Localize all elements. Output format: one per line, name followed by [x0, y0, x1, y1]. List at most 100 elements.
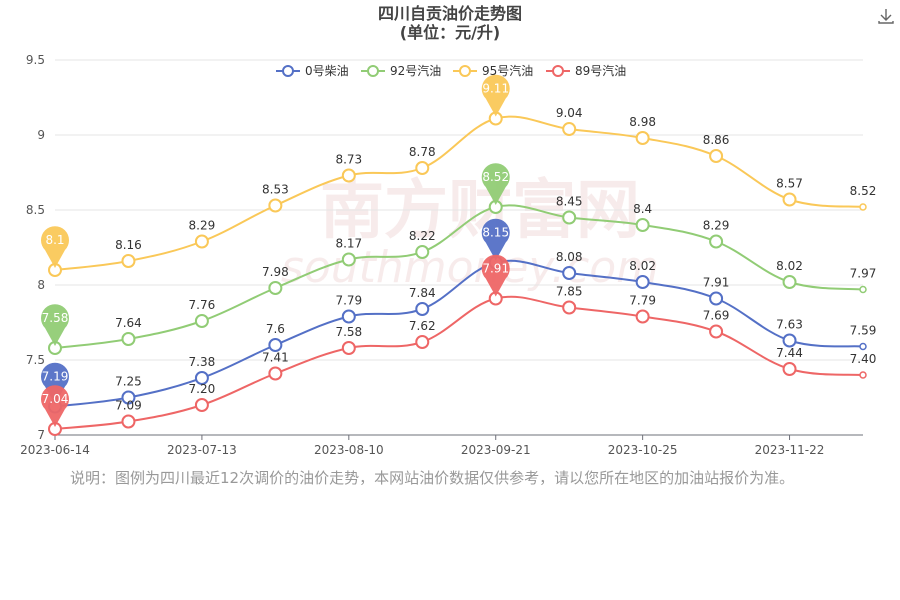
pin-label: 7.58 — [42, 311, 69, 325]
data-label: 8.17 — [335, 237, 362, 251]
data-label: 7.97 — [850, 267, 877, 281]
data-label: 7.20 — [189, 382, 216, 396]
extreme-markers: 7.19 8.15 7.58 8.52 8.1 9.11 7.04 7.91 — [41, 74, 510, 427]
data-point — [859, 285, 867, 294]
pin-label: 7.04 — [42, 392, 69, 406]
data-point — [268, 198, 283, 213]
y-tick-label: 7 — [37, 428, 45, 442]
data-point — [341, 252, 356, 267]
pin-label: 7.91 — [482, 262, 509, 276]
data-point — [635, 275, 650, 289]
data-point — [194, 234, 209, 249]
data-label: 8.4 — [633, 202, 652, 216]
data-label: 8.86 — [703, 133, 730, 147]
data-point — [415, 335, 430, 349]
data-label: 8.08 — [556, 250, 583, 264]
data-label: 8.45 — [556, 195, 583, 209]
data-label: 8.53 — [262, 183, 289, 197]
pin-shape — [41, 385, 69, 427]
legend-symbol — [282, 65, 294, 77]
data-point — [121, 332, 136, 346]
legend[interactable]: 0号柴油 92号汽油 95号汽油 89号汽油 — [276, 63, 626, 78]
pin-marker: 8.1 — [41, 226, 69, 268]
footnote: 说明：图例为四川最近12次调价的油价走势，本网站油价数据仅供参考，请以您所在地区… — [70, 469, 795, 487]
download-icon[interactable] — [876, 6, 896, 26]
series-line — [54, 295, 864, 430]
data-label: 7.63 — [776, 318, 803, 332]
data-point — [194, 371, 209, 385]
pin-label: 7.19 — [42, 370, 69, 384]
chart-title: 四川自贡油价走势图 (单位：元/升) — [0, 4, 900, 42]
data-label: 7.91 — [703, 276, 730, 290]
data-point — [194, 398, 209, 412]
data-label: 8.22 — [409, 229, 436, 243]
data-point — [341, 309, 356, 324]
data-point — [709, 324, 724, 339]
legend-label: 89号汽油 — [575, 63, 626, 78]
data-point — [562, 266, 577, 280]
data-label: 7.09 — [115, 399, 142, 413]
pin-label: 8.15 — [482, 226, 509, 240]
series-3: 7.09 7.20 7.41 7.58 7.62 7.85 7.79 7.69 7.44 7.40 — [48, 285, 877, 436]
data-point — [709, 234, 724, 249]
data-label: 7.98 — [262, 265, 289, 279]
data-point — [859, 203, 867, 211]
data-point — [562, 122, 577, 136]
watermark-text: 南方财富网 — [320, 174, 640, 248]
data-label: 7.40 — [850, 352, 877, 366]
series-2: 8.16 8.29 8.53 8.73 8.78 9.04 8.98 8.86 8.57 8.52 — [48, 106, 877, 277]
series-0: 7.25 7.38 7.6 7.79 7.84 8.08 8.02 7.91 7.63 7.59 — [48, 250, 876, 414]
pin-marker: 9.11 — [481, 74, 510, 117]
data-label: 8.78 — [409, 145, 436, 159]
legend-item-3[interactable]: 89号汽油 — [546, 63, 626, 78]
data-label: 7.85 — [556, 285, 583, 299]
pin-label: 8.1 — [45, 233, 64, 247]
data-point — [562, 210, 577, 225]
data-point — [268, 281, 283, 295]
data-label: 7.79 — [335, 294, 362, 308]
data-label: 7.25 — [115, 375, 142, 389]
x-tick-label: 2023-06-14 — [20, 443, 90, 457]
pin-marker: 7.91 — [481, 254, 510, 297]
data-point — [341, 168, 356, 183]
data-point — [859, 342, 867, 351]
data-label: 7.64 — [115, 316, 142, 330]
legend-label: 0号柴油 — [305, 64, 349, 78]
y-tick-label: 7.5 — [26, 353, 45, 367]
data-point — [635, 131, 650, 145]
x-tick-label: 2023-08-10 — [314, 443, 384, 457]
y-tick-label: 9.5 — [26, 53, 45, 67]
chart-title-main: 四川自贡油价走势图 — [377, 4, 522, 23]
data-label: 7.58 — [335, 325, 362, 339]
data-label: 7.84 — [409, 286, 436, 300]
data-label: 7.79 — [629, 294, 656, 308]
data-label: 8.02 — [776, 259, 803, 273]
data-label: 9.04 — [556, 106, 583, 120]
pin-shape — [481, 218, 510, 261]
data-point — [782, 333, 797, 348]
data-label: 8.16 — [115, 238, 142, 252]
y-tick-label: 9 — [37, 128, 45, 142]
data-label: 8.02 — [629, 259, 656, 273]
legend-item-1[interactable]: 92号汽油 — [361, 63, 441, 78]
x-tick-label: 2023-10-25 — [608, 443, 678, 457]
data-point — [415, 245, 430, 259]
data-label: 7.62 — [409, 319, 436, 333]
data-label: 7.41 — [262, 351, 289, 365]
download-icon-glyph — [878, 9, 894, 24]
data-point — [121, 390, 136, 405]
pin-marker: 8.15 — [481, 218, 510, 261]
data-point — [859, 371, 867, 379]
legend-item-2[interactable]: 95号汽油 — [453, 63, 533, 78]
data-point — [341, 341, 356, 355]
x-tick-label: 2023-07-13 — [167, 443, 237, 457]
data-label: 8.98 — [629, 115, 656, 129]
data-point — [635, 309, 650, 324]
data-label: 8.52 — [850, 184, 877, 198]
data-label: 8.29 — [189, 219, 216, 233]
pin-shape — [41, 304, 69, 346]
pin-shape — [481, 74, 510, 117]
data-label: 7.44 — [776, 346, 803, 360]
legend-item-0[interactable]: 0号柴油 — [276, 64, 349, 78]
